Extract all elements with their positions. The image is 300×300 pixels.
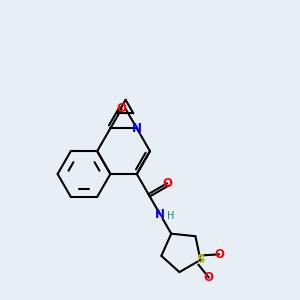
Text: H: H [167,211,174,221]
Text: O: O [117,102,127,115]
Text: N: N [155,208,165,221]
Text: O: O [204,271,214,284]
Text: N: N [132,122,142,135]
Text: S: S [196,254,205,266]
Text: O: O [214,248,224,261]
Text: O: O [162,177,172,190]
